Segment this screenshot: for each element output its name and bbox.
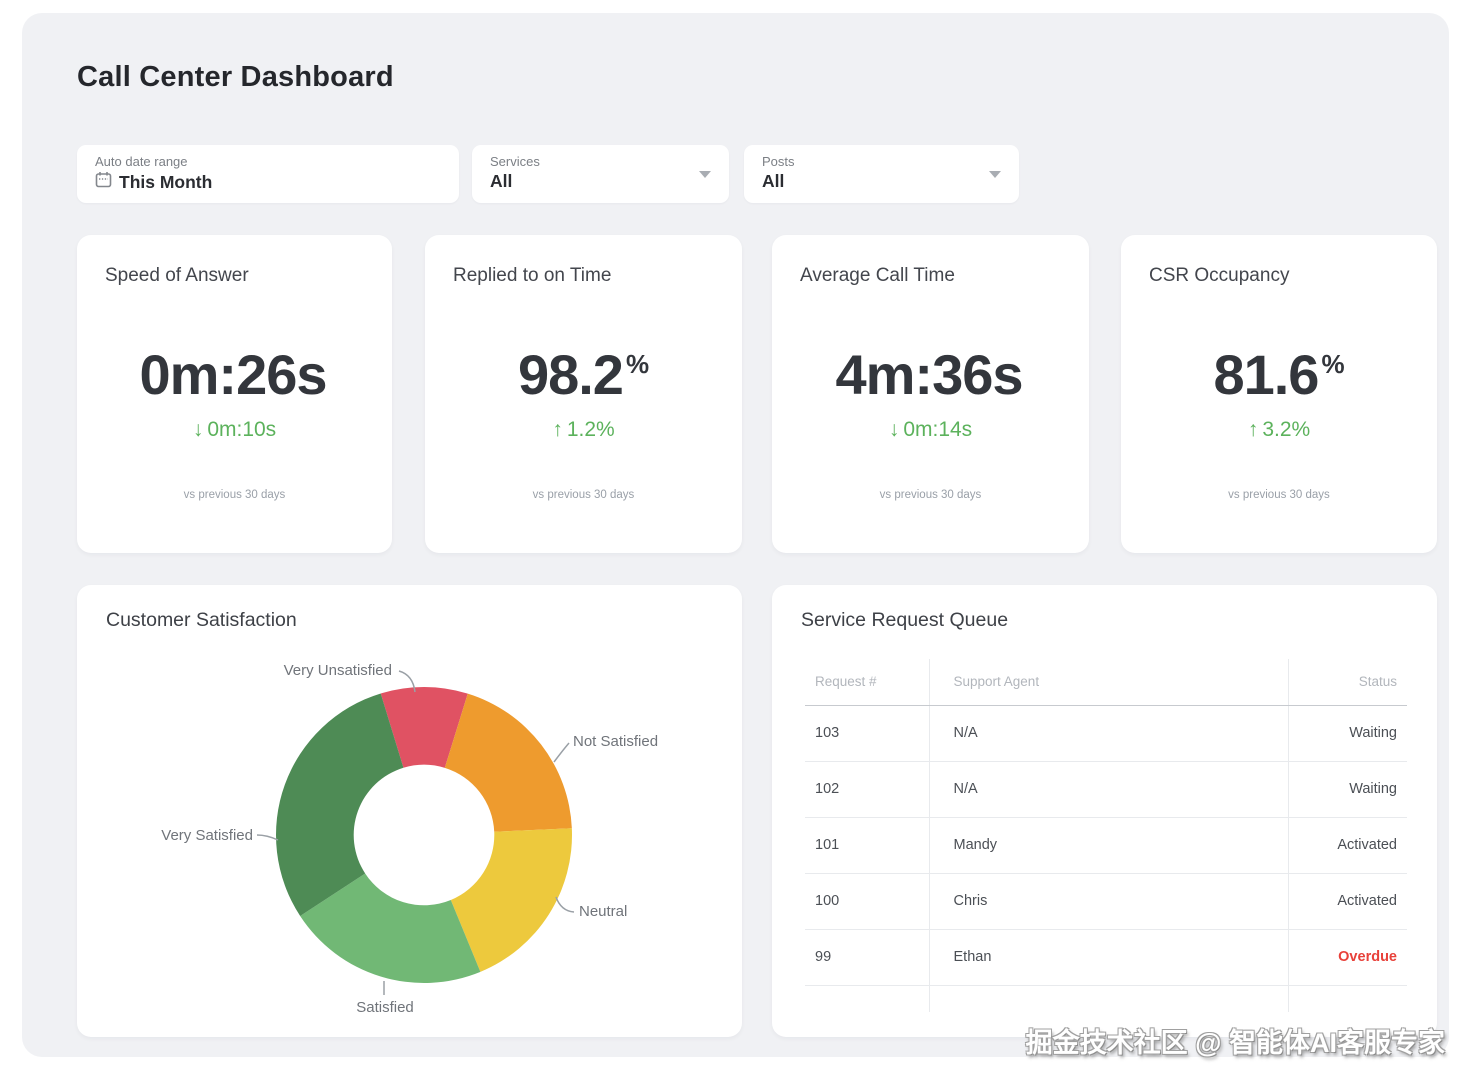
- donut-slice-very-satisfied[interactable]: [276, 693, 404, 917]
- services-filter[interactable]: Services All: [472, 145, 729, 203]
- kpi-value: 0m:26s: [139, 343, 327, 406]
- kpi-delta: ↓ 0m:14s: [888, 418, 973, 441]
- service-request-table: Request # Support Agent Status 103 N/A Wai…: [805, 659, 1407, 1012]
- panel-title: Customer Satisfaction: [106, 609, 297, 631]
- empty-cell: [929, 985, 1289, 1012]
- cell-support-agent: N/A: [929, 705, 1289, 762]
- table-row[interactable]: 102 N/A Waiting: [805, 761, 1407, 818]
- cell-request-number: 100: [805, 873, 930, 930]
- column-header-agent: Support Agent: [929, 659, 1289, 706]
- label-connector-line: [553, 742, 570, 763]
- date-range-filter[interactable]: Auto date range This Month: [77, 145, 459, 203]
- donut-label-very-unsatisfied: Very Unsatisfied: [284, 662, 392, 679]
- cell-support-agent: Chris: [929, 873, 1289, 930]
- kpi-value: 98.2%: [517, 343, 650, 406]
- page-title: Call Center Dashboard: [77, 61, 394, 93]
- dashboard-container: Call Center Dashboard Auto date range Th…: [22, 13, 1449, 1057]
- kpi-delta: ↓ 0m:10s: [192, 418, 277, 441]
- label-connector-line: [398, 670, 416, 693]
- empty-cell: [1288, 985, 1407, 1012]
- cell-status: Activated: [1288, 817, 1407, 874]
- kpi-card-replied-on-time: Replied to on Time 98.2% ↑ 1.2% vs previo…: [425, 235, 742, 553]
- services-label: Services: [490, 154, 540, 169]
- customer-satisfaction-donut-chart: Very Unsatisfied Not Satisfied Neutral Sati…: [161, 662, 658, 1016]
- arrow-up-icon: ↑: [1247, 418, 1259, 441]
- label-connector-line: [256, 834, 279, 841]
- cell-request-number: 103: [805, 705, 930, 762]
- kpi-title: Speed of Answer: [105, 265, 249, 286]
- cell-status: Overdue: [1288, 929, 1407, 986]
- posts-label: Posts: [762, 154, 795, 169]
- kpi-footnote: vs previous 30 days: [183, 489, 286, 501]
- date-range-value: This Month: [119, 171, 213, 192]
- kpi-delta: ↑ 1.2%: [552, 418, 615, 441]
- kpi-delta: ↑ 3.2%: [1247, 418, 1311, 441]
- cell-request-number: 102: [805, 761, 930, 818]
- donut-slice-not-satisfied[interactable]: [444, 693, 572, 832]
- cell-support-agent: Mandy: [929, 817, 1289, 874]
- donut-label-very-satisfied: Very Satisfied: [161, 827, 253, 844]
- empty-cell: [805, 985, 930, 1012]
- cell-status: Waiting: [1288, 705, 1407, 762]
- customer-satisfaction-panel: Customer Satisfaction Very Unsatisfied No…: [77, 585, 742, 1037]
- posts-filter[interactable]: Posts All: [744, 145, 1019, 203]
- kpi-value: 4m:36s: [835, 343, 1023, 406]
- cell-request-number: 99: [805, 929, 930, 986]
- kpi-footnote: vs previous 30 days: [1228, 489, 1330, 501]
- donut-slice-very-unsatisfied[interactable]: [380, 687, 468, 768]
- service-request-queue-panel: Service Request Queue Request # Support …: [772, 585, 1437, 1037]
- chevron-down-icon: [699, 171, 711, 178]
- table-row[interactable]: 101 Mandy Activated: [805, 817, 1407, 874]
- kpi-card-speed-of-answer: Speed of Answer 0m:26s ↓ 0m:10s vs previo…: [77, 235, 392, 553]
- cell-support-agent: Ethan: [929, 929, 1289, 986]
- kpi-footnote: vs previous 30 days: [879, 489, 982, 501]
- table-header-row: Request # Support Agent Status: [805, 659, 1407, 706]
- chevron-down-icon: [989, 171, 1001, 178]
- kpi-title: CSR Occupancy: [1149, 265, 1290, 286]
- kpi-card-csr-occupancy: CSR Occupancy 81.6% ↑ 3.2% vs previous 30…: [1121, 235, 1437, 553]
- services-value: All: [490, 171, 513, 191]
- column-header-request: Request #: [805, 659, 930, 706]
- watermark: 掘金技术社区 @ 智能体AI客服专家: [1025, 1028, 1445, 1058]
- date-range-label: Auto date range: [95, 154, 188, 169]
- table-row[interactable]: 103 N/A Waiting: [805, 705, 1407, 762]
- donut-slice-neutral[interactable]: [450, 828, 572, 972]
- cell-support-agent: N/A: [929, 761, 1289, 818]
- arrow-down-icon: ↓: [888, 418, 900, 441]
- label-connector-line: [555, 896, 575, 913]
- kpi-card-average-call-time: Average Call Time 4m:36s ↓ 0m:14s vs prev…: [772, 235, 1089, 553]
- calendar-icon: [95, 171, 112, 193]
- donut-label-neutral: Neutral: [579, 903, 627, 920]
- kpi-value: 81.6%: [1213, 343, 1345, 406]
- arrow-down-icon: ↓: [192, 418, 204, 441]
- table-row-empty: [805, 985, 1407, 1012]
- panel-title: Service Request Queue: [801, 609, 1009, 631]
- cell-request-number: 101: [805, 817, 930, 874]
- kpi-title: Average Call Time: [800, 265, 955, 286]
- donut-label-not-satisfied: Not Satisfied: [573, 733, 658, 750]
- table-row[interactable]: 100 Chris Activated: [805, 873, 1407, 930]
- table-row[interactable]: 99 Ethan Overdue: [805, 929, 1407, 986]
- kpi-footnote: vs previous 30 days: [532, 489, 635, 501]
- cell-status: Waiting: [1288, 761, 1407, 818]
- column-header-status: Status: [1288, 659, 1407, 706]
- donut-label-satisfied: Satisfied: [356, 999, 414, 1016]
- donut-slice-satisfied[interactable]: [300, 873, 481, 983]
- kpi-title: Replied to on Time: [453, 265, 612, 286]
- arrow-up-icon: ↑: [552, 418, 563, 441]
- cell-status: Activated: [1288, 873, 1407, 930]
- posts-value: All: [762, 171, 785, 191]
